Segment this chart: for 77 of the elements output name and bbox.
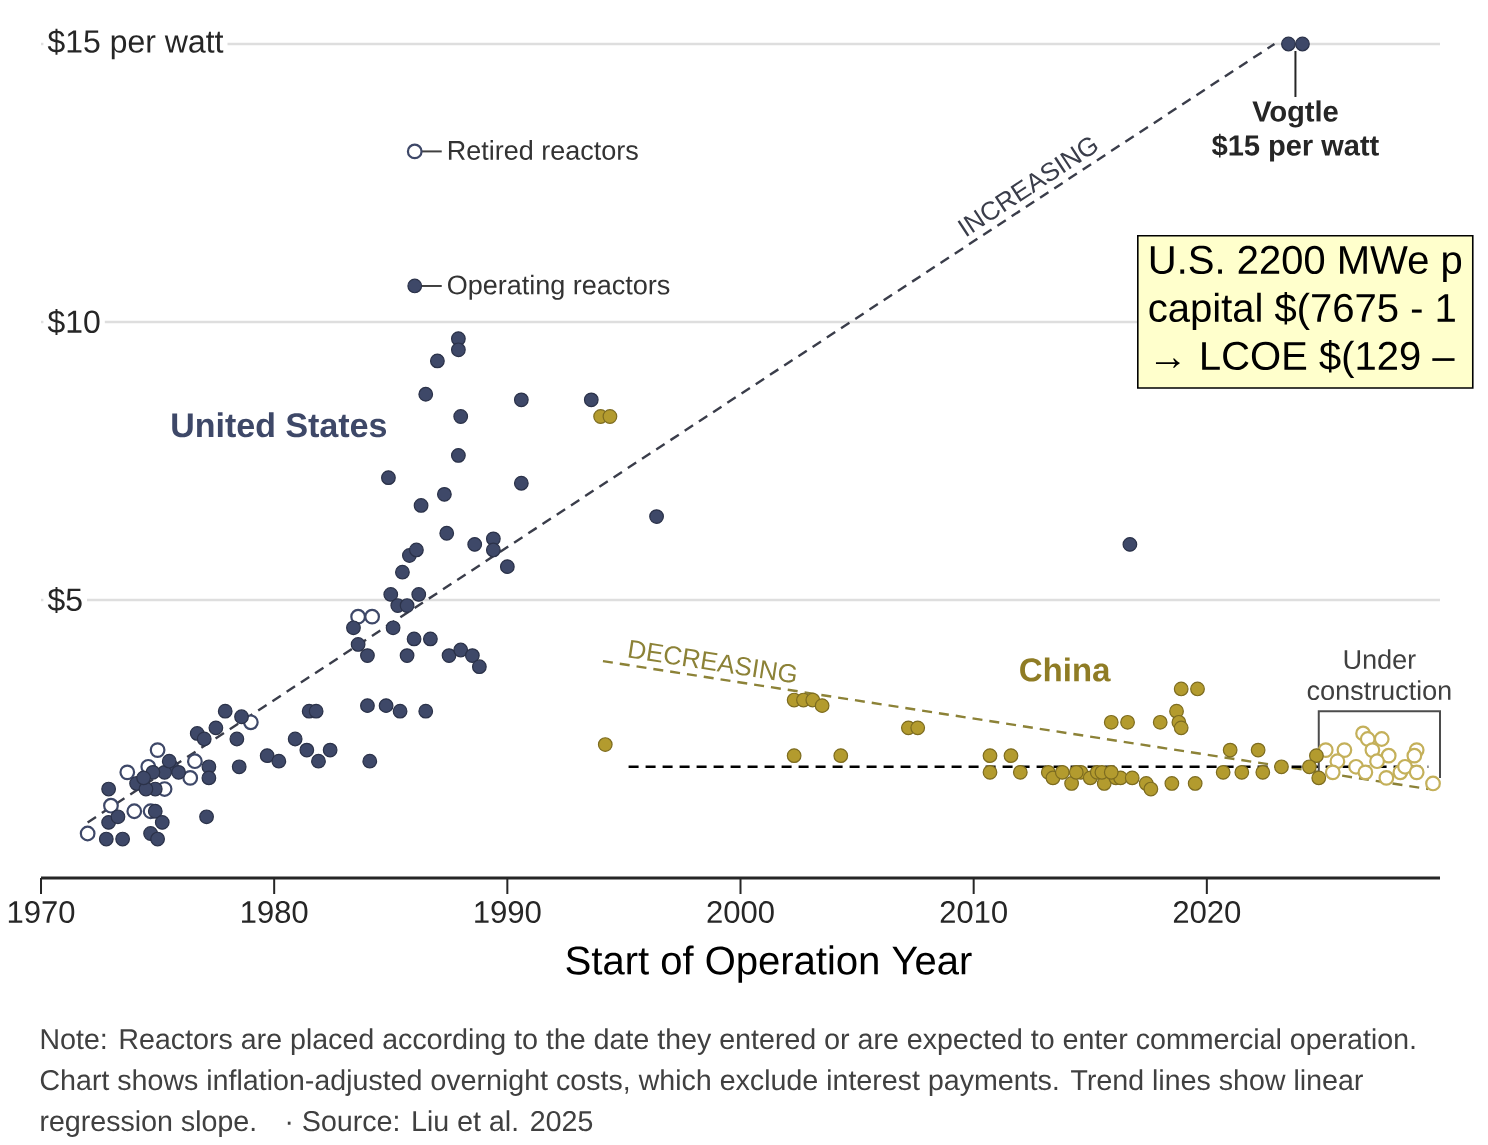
point [1336,742,1353,758]
x-tick-label: 2020 [1173,901,1241,924]
point [1054,764,1070,780]
point [910,720,926,736]
text: Note: Reactors are placed according to the date they entered or are expected to enter commercial operation. [41,1028,1415,1055]
point [1408,764,1425,781]
point [1068,764,1084,780]
point [79,825,96,842]
point [1103,714,1119,730]
point [1378,770,1395,786]
point [1187,776,1203,791]
point [187,753,203,770]
point [1302,759,1317,775]
point [1255,764,1271,780]
point [119,764,136,781]
y-tick-label: $15 per watt [47,28,224,60]
point [1250,742,1266,758]
annotation: → LCOE $(129 – [1155,340,1455,378]
point [1222,742,1238,758]
point [1003,748,1019,764]
x-tick-label: 1990 [475,901,541,924]
annotation: Under construction [1307,649,1451,701]
point [982,764,998,780]
point [1425,775,1441,792]
point [1274,759,1289,775]
point [1173,720,1189,736]
point [1397,758,1413,775]
text: regression slope. [41,1110,255,1137]
annotation: U.S. 2200 MWe p [1150,245,1462,283]
point [1064,776,1079,791]
point [1324,764,1341,781]
point [1309,748,1324,764]
text: Chart shows inflation-adjusted overnight costs, which exclude interest payments. Trend lines show linear [40,1069,1363,1096]
point [786,748,802,764]
text: · Source: Liu et al. 2025 [287,1110,593,1132]
x-axis-title: Start of Operation Year [566,945,972,983]
point [1012,764,1028,780]
point [149,742,166,758]
point [1120,714,1135,730]
legend-label: Operating reactors [448,274,670,300]
point [1164,776,1180,791]
annotation: United States [172,412,387,438]
point [1373,731,1390,747]
y-tick-label: $5 [47,587,82,613]
annotation: Vogtle [1252,100,1338,128]
point [1215,764,1231,780]
x-tick-label: 1980 [242,901,308,924]
point [1406,747,1423,764]
text: DECREASING [628,639,797,683]
point [364,608,380,625]
point [1152,714,1168,730]
point [597,737,613,752]
point [814,698,830,714]
point [602,409,618,424]
point [1357,764,1374,781]
point [1369,753,1385,770]
point [833,748,849,764]
point [1143,781,1159,797]
point [1380,747,1397,764]
x-tick-label: 2000 [707,901,774,924]
point [126,803,143,820]
y-tick-label: $10 [47,309,100,335]
point [1234,764,1250,780]
point [982,748,998,764]
point [1311,770,1327,786]
x-tick-label: 1970 [8,901,75,924]
annotation: $15 per watt [1212,133,1379,162]
point [1173,681,1189,697]
x-tick-label: 2010 [940,901,1007,924]
point [103,797,119,814]
annotation: China [1020,657,1111,682]
point [1190,681,1205,697]
legend-label: Retired reactors [448,140,638,160]
point [182,770,199,786]
annotation: capital $(7675 - 1 [1149,292,1455,331]
point [1124,770,1140,786]
point [1103,764,1119,780]
